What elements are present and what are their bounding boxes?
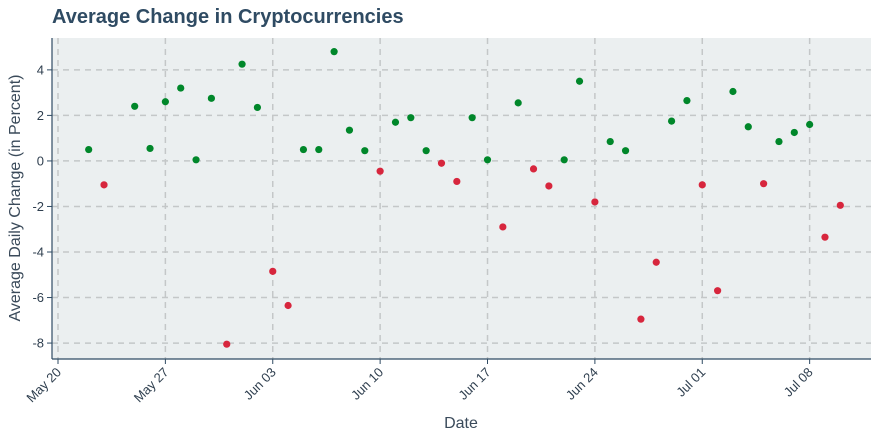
- axes: [51, 38, 871, 360]
- x-tick-label: Jun 03: [241, 365, 279, 403]
- data-point: [652, 258, 660, 266]
- data-point: [407, 114, 415, 122]
- data-point: [238, 60, 246, 68]
- data-point: [284, 301, 292, 310]
- data-point: [545, 182, 553, 190]
- data-point: [223, 340, 231, 348]
- grid-lines: [52, 38, 871, 359]
- x-axis-title: Date: [444, 415, 478, 432]
- x-axis-ticks: May 20 May 27 Jun 03 Jun 10 Jun 17 Jun 24 Jul …: [23, 359, 816, 406]
- data-point: [192, 156, 200, 164]
- data-point: [667, 117, 676, 125]
- data-point: [790, 128, 798, 137]
- data-point: [698, 181, 706, 189]
- plot-area: [52, 38, 871, 359]
- data-point: [621, 147, 630, 155]
- data-point: [146, 144, 154, 153]
- y-tick-label: -6: [32, 290, 44, 305]
- y-tick-label: -4: [32, 245, 44, 260]
- data-point: [483, 156, 492, 164]
- data-point: [100, 181, 108, 189]
- data-point: [269, 267, 277, 275]
- data-point: [207, 94, 215, 102]
- data-point: [345, 126, 354, 134]
- data-point: [775, 137, 783, 146]
- data-point: [683, 97, 691, 105]
- data-point: [729, 87, 737, 96]
- data-point: [453, 177, 461, 186]
- data-point: [836, 201, 844, 209]
- x-tick-label: Jun 10: [348, 365, 386, 403]
- y-tick-label: 0: [37, 153, 44, 168]
- data-point: [529, 165, 538, 173]
- x-tick-label: Jul 08: [781, 365, 816, 400]
- data-point: [299, 145, 308, 154]
- y-axis-ticks: 4 2 0 -2 -4 -6 -8: [32, 62, 52, 351]
- data-point: [806, 120, 814, 129]
- x-tick-label: May 20: [23, 365, 64, 406]
- data-point: [560, 156, 568, 164]
- x-tick-label: Jun 24: [563, 365, 601, 403]
- data-point: [361, 147, 369, 155]
- y-tick-label: 4: [37, 62, 44, 77]
- y-tick-label: -2: [32, 199, 44, 214]
- data-point: [575, 77, 584, 85]
- data-point: [131, 102, 139, 110]
- x-tick-label: Jul 01: [673, 365, 708, 400]
- data-point: [714, 287, 722, 295]
- data-point: [514, 99, 522, 107]
- chart-title: Average Change in Cryptocurrencies: [52, 6, 404, 28]
- data-point: [422, 147, 430, 155]
- data-point: [637, 315, 645, 323]
- y-axis-title: Average Daily Change (in Percent): [7, 75, 24, 322]
- data-point: [376, 167, 384, 175]
- data-point: [821, 233, 829, 241]
- x-tick-label: May 27: [131, 365, 172, 406]
- data-point: [161, 98, 169, 106]
- data-point: [177, 84, 185, 92]
- data-point: [253, 103, 262, 112]
- data-point: [744, 123, 752, 131]
- data-point: [468, 114, 476, 122]
- data-point: [85, 145, 93, 154]
- x-tick-label: Jun 17: [455, 365, 493, 403]
- data-point: [437, 159, 446, 167]
- data-point: [606, 137, 614, 146]
- data-points: [85, 48, 844, 348]
- data-point: [591, 198, 599, 206]
- data-point: [391, 118, 400, 126]
- data-point: [760, 180, 768, 188]
- data-point: [499, 223, 507, 231]
- y-tick-label: -8: [32, 336, 44, 351]
- data-point: [315, 145, 323, 154]
- data-point: [330, 48, 338, 56]
- y-tick-label: 2: [37, 108, 44, 123]
